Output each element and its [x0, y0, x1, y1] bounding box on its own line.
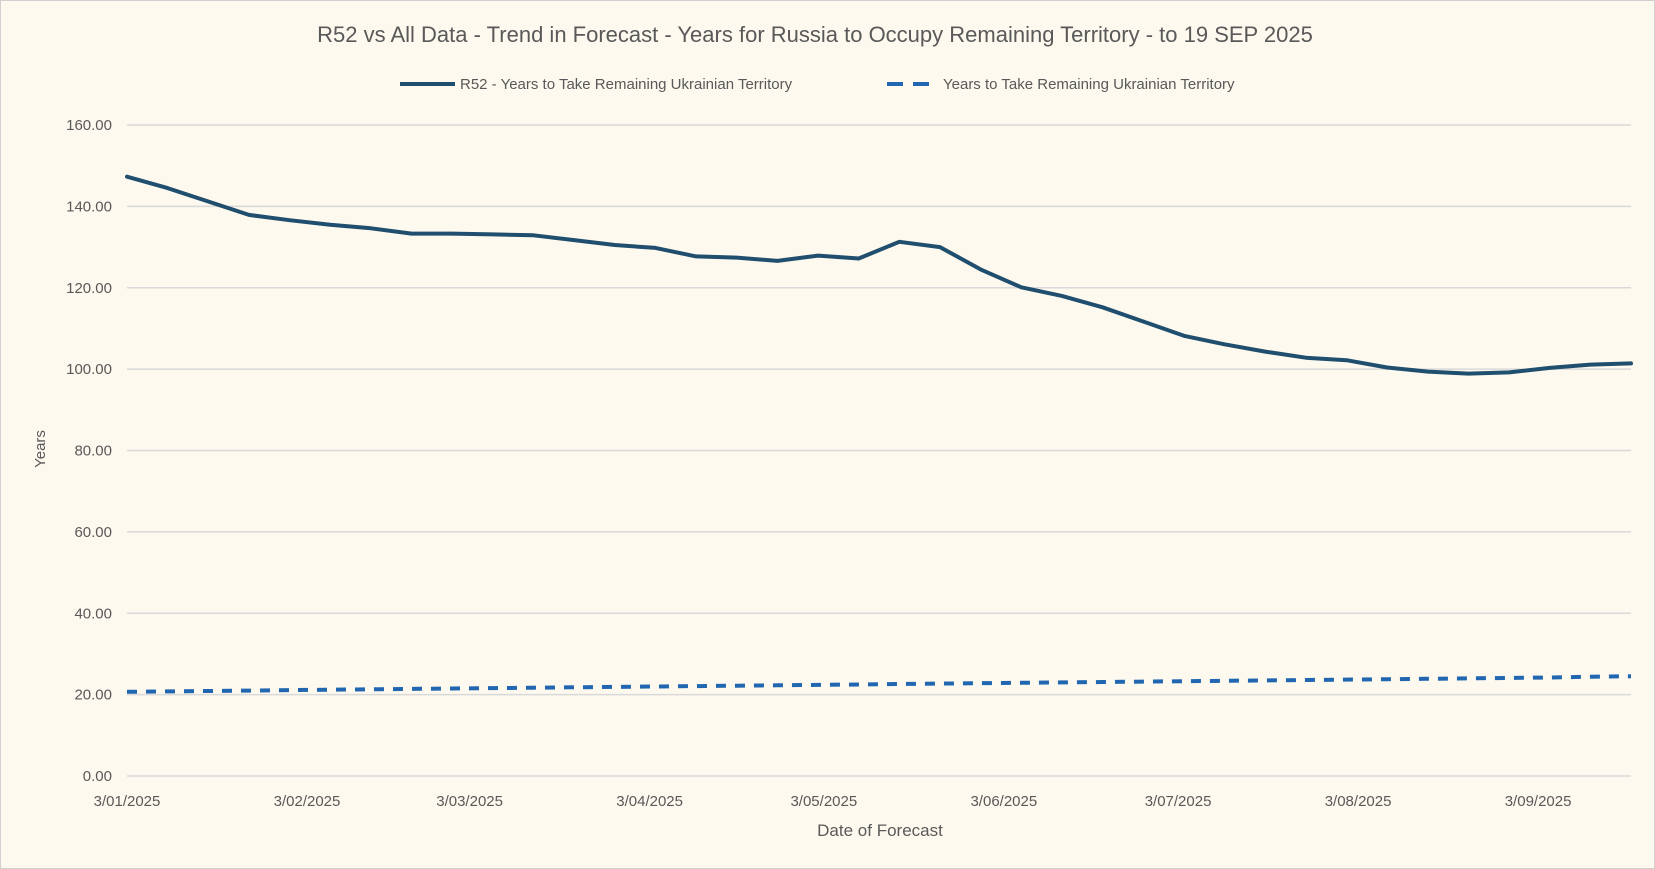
x-tick-label: 3/09/2025 — [1505, 793, 1572, 810]
y-tick-label: 60.00 — [74, 524, 112, 541]
y-tick-label: 40.00 — [74, 605, 112, 622]
y-tick-label: 0.00 — [83, 768, 112, 785]
series-line-1 — [125, 174, 1633, 376]
x-tick-label: 3/01/2025 — [94, 793, 161, 810]
legend-item-2: Years to Take Remaining Ukrainian Territ… — [887, 76, 1235, 93]
x-tick-label: 3/06/2025 — [970, 793, 1037, 810]
chart-title: R52 vs All Data - Trend in Forecast - Ye… — [317, 22, 1313, 47]
series-line-2 — [126, 674, 1632, 694]
x-tick-label: 3/04/2025 — [616, 793, 683, 810]
y-tick-label: 160.00 — [66, 117, 112, 134]
x-tick-label: 3/08/2025 — [1325, 793, 1392, 810]
x-tick-label: 3/03/2025 — [436, 793, 503, 810]
y-axis-ticks: 0.00 20.00 40.00 60.00 80.00 100.00 120.00 140.… — [66, 117, 112, 785]
x-axis-title: Date of Forecast — [817, 821, 943, 840]
x-tick-label: 3/02/2025 — [274, 793, 341, 810]
legend: R52 - Years to Take Remaining Ukrainian … — [400, 76, 1235, 93]
y-tick-label: 120.00 — [66, 280, 112, 297]
legend-label: Years to Take Remaining Ukrainian Territ… — [943, 76, 1235, 93]
x-tick-label: 3/07/2025 — [1145, 793, 1212, 810]
y-tick-label: 100.00 — [66, 361, 112, 378]
x-tick-label: 3/05/2025 — [790, 793, 857, 810]
legend-item-1: R52 - Years to Take Remaining Ukrainian … — [400, 76, 793, 93]
series-group — [125, 174, 1633, 694]
gridlines — [127, 124, 1631, 777]
legend-label: R52 - Years to Take Remaining Ukrainian … — [460, 76, 793, 93]
y-tick-label: 20.00 — [74, 687, 112, 704]
y-tick-label: 140.00 — [66, 198, 112, 215]
x-axis-ticks: 3/01/2025 3/02/2025 3/03/2025 3/04/2025 3/05… — [94, 793, 1572, 810]
y-axis-title: Years — [32, 430, 49, 468]
y-tick-label: 80.00 — [74, 443, 112, 460]
